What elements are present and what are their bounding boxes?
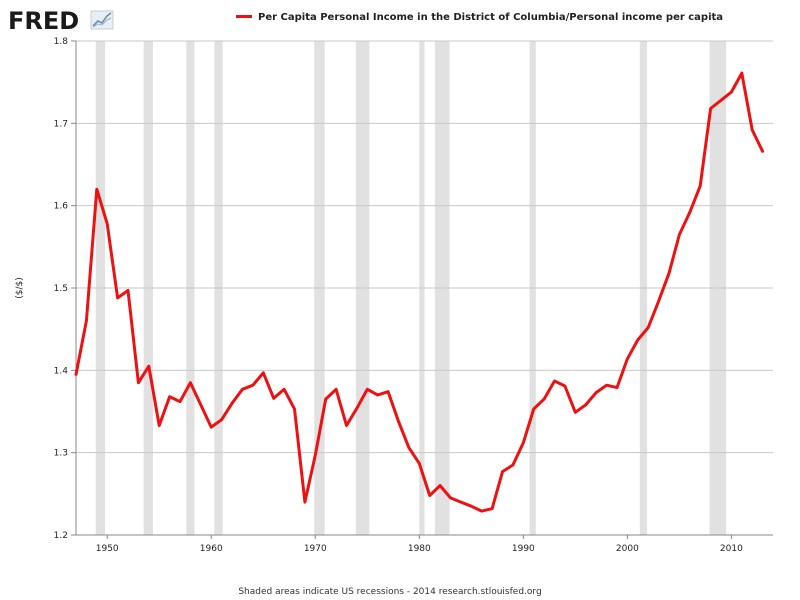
x-tick-label: 1990 <box>512 544 535 554</box>
x-tick-label: 2010 <box>720 544 743 554</box>
data-point <box>501 470 504 473</box>
data-point <box>480 509 483 513</box>
data-point <box>511 463 515 467</box>
data-point <box>553 379 556 383</box>
x-tick-label: 1960 <box>200 544 223 554</box>
data-point <box>366 388 369 391</box>
data-point <box>532 407 535 411</box>
data-point <box>459 500 463 504</box>
data-point <box>574 411 577 414</box>
data-point <box>220 418 223 421</box>
fred-logo: FRED <box>8 7 114 35</box>
data-point <box>345 424 348 427</box>
data-point <box>667 271 671 275</box>
data-point <box>262 371 265 375</box>
data-point <box>626 357 629 361</box>
data-point <box>719 99 723 102</box>
data-point <box>490 507 494 510</box>
data-point <box>407 446 411 449</box>
legend-swatch <box>236 15 252 18</box>
x-tick-label: 2000 <box>616 544 639 554</box>
data-point <box>158 424 161 427</box>
data-point <box>241 388 244 391</box>
data-point <box>688 211 691 214</box>
data-point <box>178 400 182 403</box>
data-point <box>740 71 743 75</box>
data-point <box>418 462 421 465</box>
data-point <box>678 233 681 236</box>
data-point <box>251 383 255 387</box>
data-point <box>147 365 151 368</box>
data-point <box>199 403 203 407</box>
data-point <box>74 373 78 376</box>
x-tick-labels: 1950 1960 1970 1980 1990 2000 2010 <box>96 544 743 554</box>
data-point <box>230 402 234 405</box>
data-point <box>698 184 702 188</box>
data-point <box>210 425 213 429</box>
chart-title: Per Capita Personal Income in the Distri… <box>258 12 723 23</box>
data-point <box>761 150 764 153</box>
y-tick-label: 1.8 <box>54 37 69 47</box>
data-point <box>636 338 639 342</box>
data-point <box>282 388 286 391</box>
footer-note: Shaded areas indicate US recessions - 20… <box>238 587 541 597</box>
data-point <box>116 296 119 300</box>
data-point <box>449 496 452 500</box>
data-point <box>605 383 608 387</box>
data-point <box>334 388 338 391</box>
data-point <box>376 393 379 397</box>
data-point <box>750 128 754 132</box>
fred-logo-text: FRED <box>8 7 79 35</box>
data-point <box>542 397 546 401</box>
data-point <box>657 299 660 303</box>
data-point <box>709 107 712 110</box>
data-point <box>563 384 567 388</box>
data-point <box>272 397 275 400</box>
data-point <box>438 484 442 487</box>
data-point <box>470 504 473 508</box>
y-tick-label: 1.6 <box>54 202 69 212</box>
chart-legend: Per Capita Personal Income in the Distri… <box>236 12 723 23</box>
data-point <box>137 381 140 384</box>
data-point <box>386 390 390 393</box>
data-point <box>168 395 171 398</box>
x-tick-label: 1970 <box>304 544 327 554</box>
y-tick-label: 1.3 <box>54 449 68 459</box>
data-point <box>106 222 109 225</box>
data-point <box>189 381 192 384</box>
y-tick-label: 1.5 <box>54 284 68 294</box>
y-tick-labels: 1.2 1.3 1.4 1.5 1.6 1.7 1.8 <box>54 37 69 541</box>
y-tick-label: 1.2 <box>54 531 68 541</box>
axes <box>75 41 773 539</box>
data-point <box>615 386 619 389</box>
y-tick-label: 1.7 <box>54 119 68 129</box>
data-point <box>428 494 431 497</box>
data-point <box>584 403 587 407</box>
data-point <box>95 188 99 191</box>
data-point <box>324 397 327 401</box>
data-point <box>397 420 400 423</box>
series-layer <box>74 71 765 513</box>
data-point <box>522 441 525 444</box>
y-axis-label: ($/$) <box>15 277 25 299</box>
data-point <box>594 391 598 394</box>
data-point <box>85 319 88 323</box>
y-tick-label: 1.4 <box>54 366 69 376</box>
x-tick-label: 1980 <box>408 544 431 554</box>
data-point <box>355 407 359 410</box>
data-point <box>646 326 650 329</box>
fred-logo-graph-icon <box>90 10 114 30</box>
x-tick-label: 1950 <box>96 544 119 554</box>
data-point <box>314 453 317 457</box>
data-point <box>293 407 296 411</box>
data-point <box>126 289 130 292</box>
data-point <box>303 500 307 504</box>
data-point <box>730 90 733 94</box>
